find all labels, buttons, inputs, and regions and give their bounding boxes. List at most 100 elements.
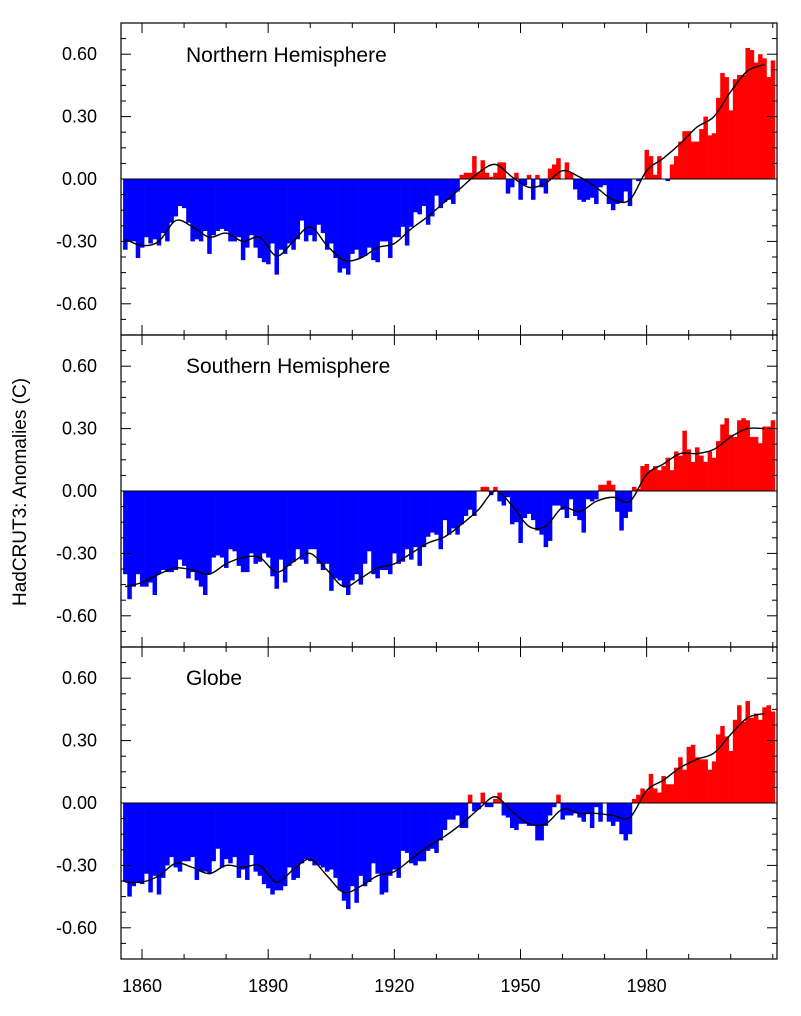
- bar-0-1875: [203, 179, 208, 231]
- bar-2-1960: [560, 803, 565, 820]
- bar-0-1982: [652, 174, 658, 179]
- panel-title-north: Northern Hemisphere: [186, 44, 387, 67]
- bar-1-1958: [552, 491, 557, 506]
- bar-1-1862: [148, 491, 153, 583]
- bar-2-2008: [762, 707, 767, 803]
- bar-0-1996: [711, 133, 717, 179]
- bar-0-1957: [547, 168, 553, 179]
- bar-0-1937: [463, 172, 469, 179]
- bar-2-1873: [194, 803, 200, 880]
- bar-1-1984: [661, 466, 666, 491]
- bar-0-2010: [770, 60, 776, 179]
- bar-1-1968: [594, 491, 599, 500]
- bar-2-1892: [274, 803, 279, 891]
- bar-1-1913: [362, 491, 368, 564]
- bar-1-1970: [602, 484, 607, 491]
- bar-2-2007: [758, 719, 763, 803]
- bar-2-1947: [505, 803, 511, 818]
- bar-2-1981: [648, 773, 654, 803]
- bar-0-1885: [245, 179, 250, 248]
- bar-0-1897: [295, 179, 301, 240]
- bar-1-1971: [606, 480, 612, 491]
- bar-1-1867: [169, 491, 174, 573]
- bar-2-1946: [501, 803, 507, 816]
- bar-2-1927: [421, 803, 427, 862]
- bar-1-1998: [720, 424, 725, 491]
- bar-0-1912: [358, 179, 364, 259]
- bar-2-1894: [282, 803, 288, 887]
- bar-2-1935: [455, 803, 460, 816]
- bar-0-1947: [505, 179, 511, 194]
- bar-1-1944: [493, 486, 498, 491]
- bar-1-1949: [514, 491, 519, 523]
- x-tick-label-1950: 1950: [500, 976, 540, 996]
- bar-0-1869: [177, 179, 183, 207]
- bar-2-2002: [737, 705, 742, 803]
- bar-1-1878: [215, 491, 221, 556]
- bar-0-1988: [678, 141, 683, 179]
- bar-1-1990: [686, 449, 692, 491]
- bar-0-1891: [270, 179, 275, 244]
- bar-2-1910: [350, 803, 355, 887]
- bar-2-1864: [156, 803, 162, 895]
- bar-1-1911: [354, 491, 359, 575]
- bar-0-2009: [766, 77, 771, 179]
- bar-2-1931: [438, 803, 443, 841]
- bar-1-1871: [186, 491, 191, 579]
- labels-layer: Northern Hemisphere Southern Hemisphere …: [10, 44, 390, 690]
- bar-1-1893: [278, 491, 284, 560]
- bar-0-1974: [619, 179, 624, 202]
- bar-0-1864: [156, 179, 162, 246]
- bar-2-1951: [522, 803, 528, 824]
- bar-2-1993: [699, 759, 704, 803]
- x-tick-label-1890: 1890: [248, 976, 288, 996]
- bar-1-1983: [657, 470, 662, 491]
- bar-0-1860: [139, 179, 145, 248]
- bar-1-1916: [375, 491, 380, 579]
- bar-0-1903: [320, 179, 326, 234]
- y-tick-label-0-0: -0.60: [56, 294, 97, 314]
- bar-0-1939: [472, 156, 477, 179]
- bar-1-1861: [144, 491, 149, 587]
- bar-2-1878: [215, 803, 221, 849]
- bar-0-1987: [673, 156, 679, 179]
- bar-1-1996: [711, 457, 717, 491]
- bar-0-1963: [573, 179, 578, 190]
- bar-2-1925: [413, 803, 418, 866]
- bar-1-1919: [388, 491, 393, 575]
- bar-1-1933: [446, 491, 452, 535]
- bar-0-1904: [324, 179, 330, 250]
- bar-2-1922: [400, 803, 406, 851]
- bar-0-1929: [430, 179, 435, 217]
- bar-0-1966: [585, 179, 591, 200]
- bar-1-1910: [350, 491, 355, 581]
- bar-0-1858: [131, 179, 137, 242]
- bar-0-1894: [282, 179, 288, 254]
- bar-1-2004: [745, 420, 750, 491]
- bar-0-1906: [333, 179, 338, 259]
- bar-1-1857: [127, 491, 132, 600]
- bar-2-1987: [673, 767, 679, 803]
- bar-2-2009: [766, 705, 771, 803]
- y-axis-title: HadCRUT3: Anomalies (C): [10, 378, 31, 606]
- bar-2-2004: [745, 701, 750, 803]
- bar-2-1918: [383, 803, 389, 893]
- bar-1-1982: [652, 466, 658, 491]
- bar-0-1993: [699, 129, 704, 179]
- bar-1-2005: [749, 436, 755, 491]
- bar-1-1889: [261, 491, 267, 554]
- bar-1-1947: [505, 491, 511, 498]
- bar-0-1972: [610, 179, 616, 211]
- bar-1-1941: [480, 486, 486, 491]
- bar-2-1983: [657, 792, 662, 803]
- bar-0-1954: [535, 174, 540, 179]
- bar-2-1896: [291, 803, 296, 880]
- bar-2-1958: [552, 803, 557, 808]
- bar-0-1949: [514, 172, 519, 179]
- bar-0-1910: [350, 179, 355, 254]
- bar-1-1925: [413, 491, 418, 548]
- bar-2-1978: [636, 794, 641, 803]
- bar-0-2007: [758, 54, 763, 180]
- bar-0-2005: [749, 50, 755, 179]
- bar-1-1994: [703, 461, 708, 491]
